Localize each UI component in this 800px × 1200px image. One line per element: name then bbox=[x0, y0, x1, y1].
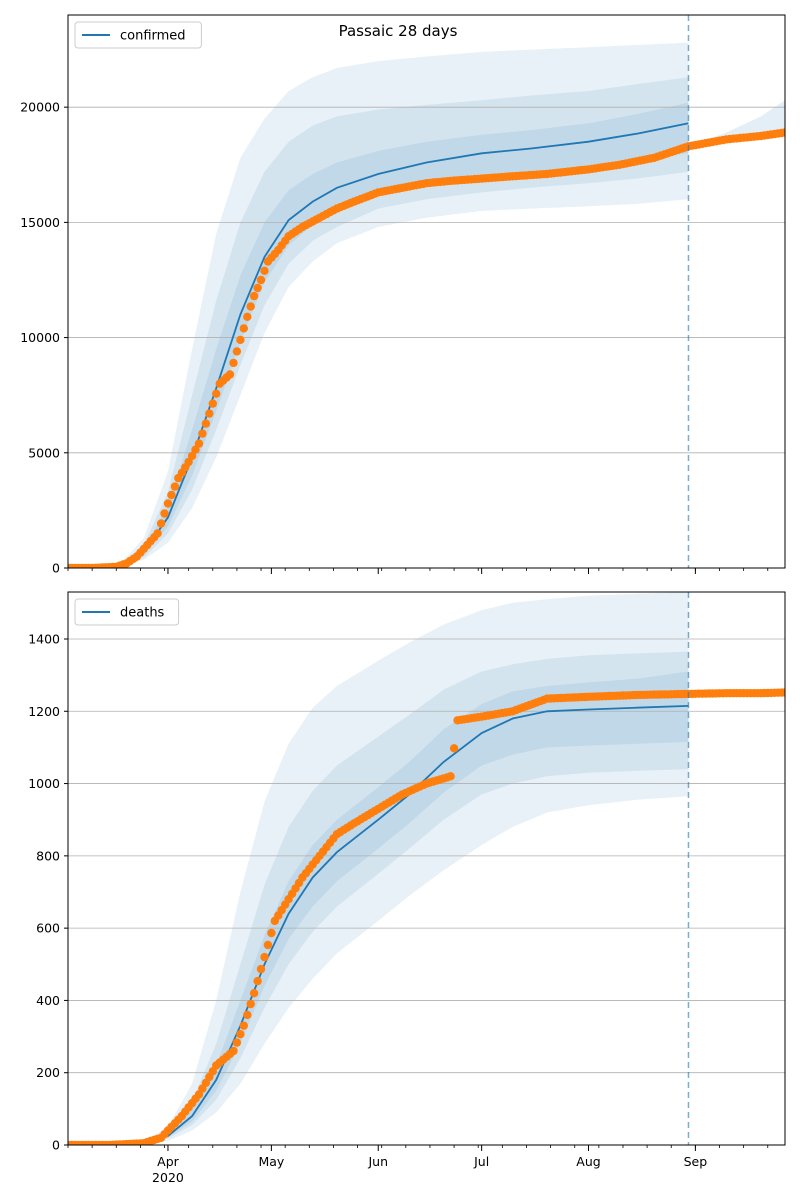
observed-point bbox=[156, 519, 166, 528]
observed-point bbox=[260, 952, 269, 962]
observed-point bbox=[232, 1038, 242, 1047]
observed-point bbox=[243, 312, 252, 321]
observed-point bbox=[205, 409, 214, 418]
y-tick-label: 20000 bbox=[20, 100, 60, 115]
x-tick-label: Sep bbox=[684, 1154, 708, 1169]
axes-frame bbox=[67, 591, 786, 1146]
observed-point bbox=[249, 989, 259, 998]
observed-point bbox=[246, 999, 255, 1009]
y-tick-label: 1200 bbox=[28, 704, 60, 719]
model-median-line bbox=[68, 705, 689, 1145]
legend-label: confirmed bbox=[120, 29, 186, 44]
observed-point bbox=[249, 291, 259, 301]
axes-frame bbox=[67, 14, 786, 569]
observed-point bbox=[253, 283, 262, 293]
x-tick-label: Jun bbox=[367, 1154, 388, 1169]
observed-point bbox=[263, 940, 273, 950]
observed-point bbox=[212, 389, 221, 398]
x-tick-label: Jul bbox=[473, 1154, 489, 1169]
y-tick-label: 200 bbox=[36, 1065, 60, 1080]
y-tick-label: 400 bbox=[36, 993, 60, 1008]
observed-point bbox=[449, 744, 459, 753]
y-tick-label: 10000 bbox=[20, 330, 60, 345]
y-tick-label: 600 bbox=[36, 921, 60, 936]
observed-point bbox=[160, 509, 169, 518]
plot-area bbox=[68, 42, 785, 568]
observed-point bbox=[184, 457, 193, 467]
legend: deaths bbox=[74, 598, 180, 626]
uncertainty-band-2 bbox=[68, 671, 689, 1145]
observed-point bbox=[239, 1021, 248, 1030]
observed-point bbox=[780, 688, 785, 697]
y-tick-label: 0 bbox=[52, 1138, 60, 1153]
observed-point bbox=[163, 499, 173, 508]
observed-point bbox=[239, 324, 248, 333]
observed-point bbox=[198, 429, 207, 438]
legend: confirmed bbox=[74, 21, 202, 49]
plot-area bbox=[68, 592, 785, 1145]
x-tick-sublabel: 2020 bbox=[152, 1170, 184, 1185]
observed-point bbox=[780, 128, 785, 137]
uncertainty-band-1 bbox=[68, 77, 689, 568]
legend-label: deaths bbox=[120, 606, 165, 621]
observed-point bbox=[208, 399, 217, 408]
observed-point bbox=[191, 445, 200, 454]
observed-point bbox=[243, 1010, 252, 1020]
observed-point bbox=[236, 1030, 245, 1039]
x-tick-label: Aug bbox=[576, 1154, 600, 1169]
uncertainty-band-2 bbox=[68, 102, 689, 568]
y-tick-label: 15000 bbox=[20, 215, 60, 230]
observed-point bbox=[225, 370, 235, 379]
y-tick-label: 1000 bbox=[28, 776, 60, 791]
confirmed-chart: 0 5000 10000 15000 20000 confirmed bbox=[20, 14, 786, 576]
observed-point bbox=[194, 439, 204, 448]
legend-box bbox=[74, 598, 180, 626]
observed-point bbox=[170, 482, 180, 491]
uncertainty-band-0 bbox=[68, 592, 689, 1145]
y-tick-label: 5000 bbox=[28, 445, 60, 460]
observed-point bbox=[236, 335, 245, 345]
observed-point bbox=[187, 451, 197, 461]
observed-point bbox=[256, 964, 266, 974]
figure-title: Passaic 28 days bbox=[339, 22, 458, 40]
y-tick-label: 0 bbox=[52, 561, 60, 576]
observed-point bbox=[229, 1046, 238, 1056]
uncertainty-band-1 bbox=[68, 651, 689, 1145]
observed-point bbox=[446, 772, 455, 781]
observed-point bbox=[246, 302, 255, 311]
observed-point bbox=[260, 266, 269, 275]
observed-point bbox=[232, 347, 242, 356]
observed-point bbox=[167, 490, 176, 500]
observed-point bbox=[253, 976, 262, 986]
observed-point bbox=[256, 275, 266, 285]
x-tick-label: May bbox=[258, 1154, 284, 1169]
legend-box bbox=[74, 21, 202, 49]
y-tick-label: 1400 bbox=[28, 631, 60, 646]
x-tick-label: Apr bbox=[157, 1154, 179, 1169]
y-tick-label: 800 bbox=[36, 848, 60, 863]
observed-point bbox=[201, 419, 211, 428]
observed-point bbox=[267, 928, 276, 938]
observed-point bbox=[153, 529, 162, 538]
observed-point bbox=[229, 358, 238, 368]
